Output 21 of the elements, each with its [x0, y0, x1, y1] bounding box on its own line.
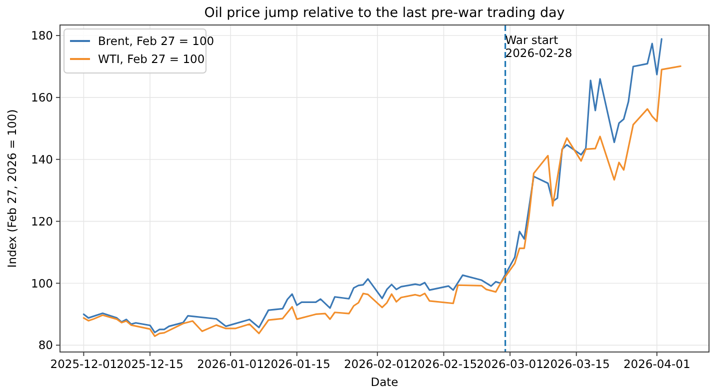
x-tick-label: 2026-04-01: [623, 357, 690, 371]
y-tick-label: 120: [31, 214, 53, 228]
legend-label: Brent, Feb 27 = 100: [98, 34, 214, 48]
y-tick-label: 100: [31, 276, 53, 290]
y-tick-label: 80: [38, 338, 53, 352]
x-tick-label: 2026-03-15: [542, 357, 610, 371]
x-tick-label: 2026-02-01: [344, 357, 411, 371]
y-tick-label: 180: [31, 28, 53, 43]
y-tick-label: 140: [31, 152, 53, 166]
y-tick-label: 160: [31, 90, 53, 104]
x-axis-title: Date: [370, 375, 398, 389]
x-tick-label: 2026-02-15: [410, 357, 478, 371]
legend-label: WTI, Feb 27 = 100: [98, 52, 205, 66]
x-tick-label: 2026-03-01: [476, 357, 544, 371]
x-tick-label: 2026-01-15: [263, 357, 330, 371]
y-axis-title: Index (Feb 27, 2026 = 100): [5, 109, 19, 268]
x-tick-label: 2026-01-01: [197, 357, 264, 371]
chart-title: Oil price jump relative to the last pre-war trading day: [204, 5, 565, 21]
x-tick-label: 2025-12-15: [116, 357, 184, 371]
ref-line-label: War start 2026-02-28: [505, 33, 572, 60]
x-tick-label: 2025-12-01: [50, 357, 118, 371]
